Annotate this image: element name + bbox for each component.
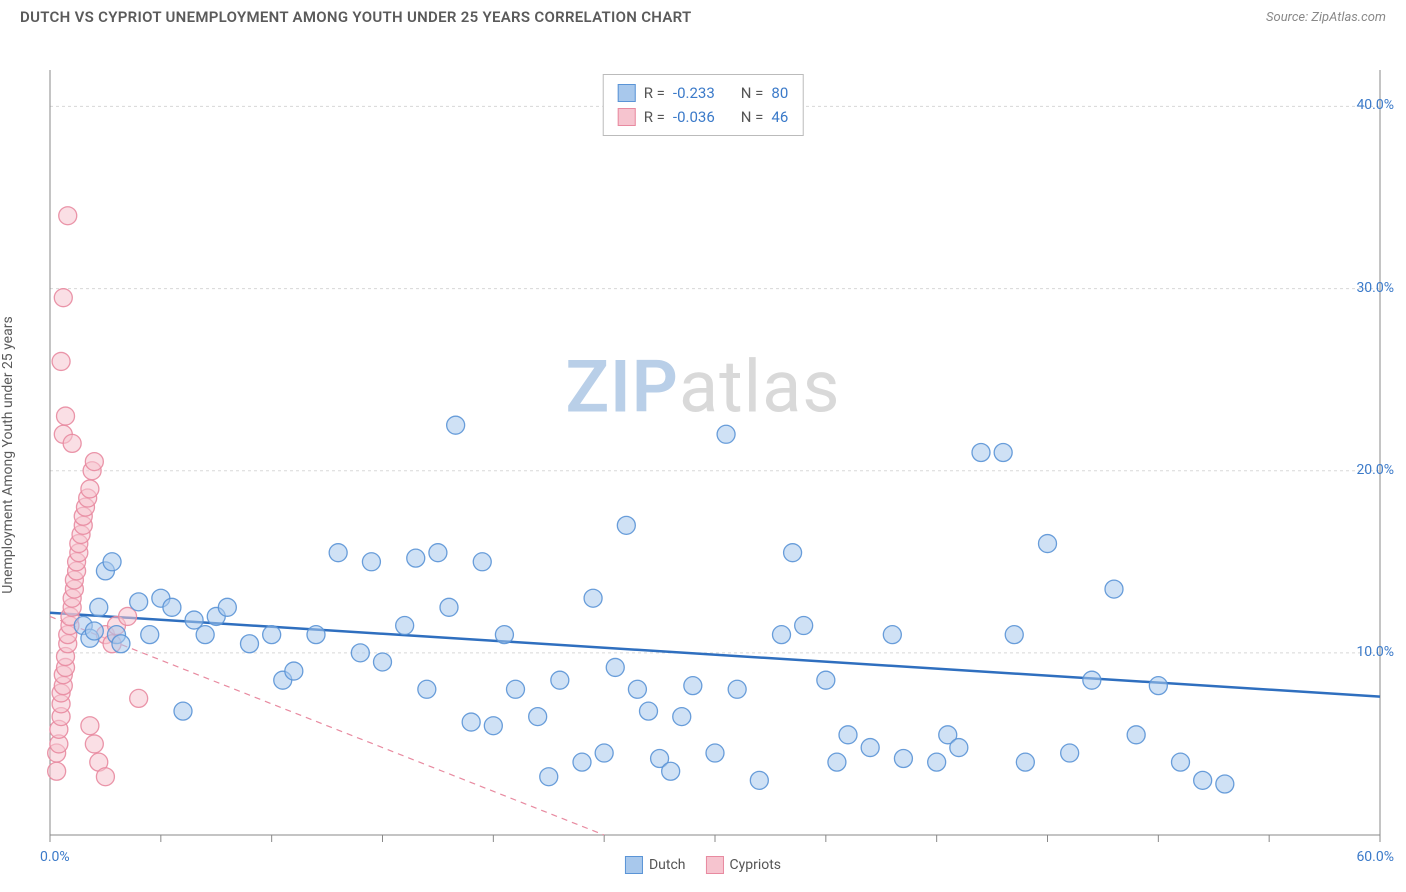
y-tick-label: 10.0% xyxy=(1356,644,1394,660)
n-label: N = xyxy=(741,81,764,105)
r-label: R = xyxy=(644,105,665,129)
r-value: -0.233 xyxy=(673,81,715,105)
chart-area: Unemployment Among Youth under 25 years … xyxy=(0,30,1406,880)
y-tick-label: 30.0% xyxy=(1356,280,1394,296)
y-tick-label: 20.0% xyxy=(1356,462,1394,478)
legend-item: Dutch xyxy=(625,856,686,874)
y-axis-label: Unemployment Among Youth under 25 years xyxy=(0,316,16,593)
legend-label: Cypriots xyxy=(729,857,781,873)
stats-row: R = -0.233 N = 80 xyxy=(618,81,789,105)
legend-swatch xyxy=(705,856,723,874)
x-tick-label: 60.0% xyxy=(1356,849,1394,865)
n-value: 80 xyxy=(771,81,788,105)
chart-header: DUTCH VS CYPRIOT UNEMPLOYMENT AMONG YOUT… xyxy=(0,0,1406,30)
source-attribution: Source: ZipAtlas.com xyxy=(1266,10,1386,25)
scatter-plot xyxy=(0,30,1406,880)
x-tick-label: 0.0% xyxy=(40,849,70,865)
n-value: 46 xyxy=(771,105,788,129)
legend-label: Dutch xyxy=(649,857,686,873)
legend-item: Cypriots xyxy=(705,856,781,874)
n-label: N = xyxy=(741,105,764,129)
stats-row: R = -0.036 N = 46 xyxy=(618,105,789,129)
y-tick-label: 40.0% xyxy=(1356,97,1394,113)
stats-swatch xyxy=(618,108,636,126)
series-legend: Dutch Cypriots xyxy=(625,856,781,874)
stats-swatch xyxy=(618,84,636,102)
r-label: R = xyxy=(644,81,665,105)
correlation-stats-box: R = -0.233 N = 80 R = -0.036 N = 46 xyxy=(603,74,804,136)
chart-title: DUTCH VS CYPRIOT UNEMPLOYMENT AMONG YOUT… xyxy=(20,8,692,26)
legend-swatch xyxy=(625,856,643,874)
r-value: -0.036 xyxy=(673,105,715,129)
